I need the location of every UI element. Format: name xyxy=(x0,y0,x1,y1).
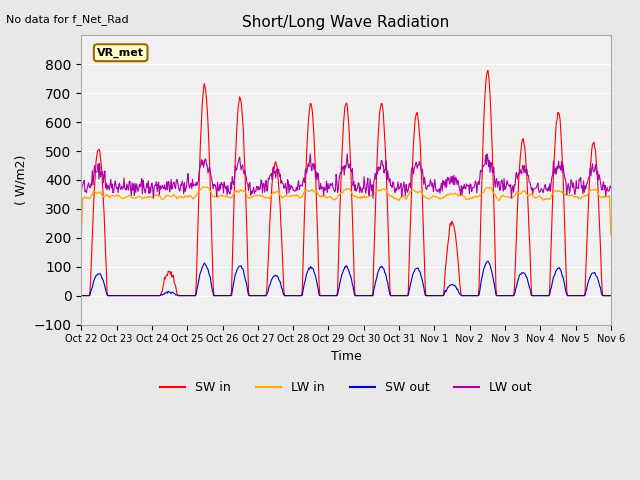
LW out xyxy=(428,180,435,185)
LW out xyxy=(77,189,85,195)
LW out xyxy=(224,182,232,188)
SW in xyxy=(195,181,203,187)
LW in xyxy=(224,194,232,200)
Y-axis label: ( W/m2): ( W/m2) xyxy=(15,155,28,205)
SW out xyxy=(410,269,418,275)
LW in xyxy=(77,235,85,241)
SW in xyxy=(484,67,492,73)
LW in xyxy=(87,194,95,200)
SW in xyxy=(410,130,418,136)
LW in xyxy=(141,194,149,200)
Line: LW in: LW in xyxy=(81,187,611,238)
SW out xyxy=(426,293,433,299)
LW out xyxy=(412,160,420,166)
Line: SW in: SW in xyxy=(81,70,611,296)
LW in xyxy=(200,184,208,190)
LW in xyxy=(427,195,435,201)
SW in xyxy=(87,271,95,277)
SW in xyxy=(141,293,149,299)
SW out xyxy=(141,293,149,299)
Title: Short/Long Wave Radiation: Short/Long Wave Radiation xyxy=(243,15,450,30)
Text: VR_met: VR_met xyxy=(97,48,144,58)
SW out xyxy=(195,276,203,282)
LW out xyxy=(307,151,314,157)
LW out xyxy=(196,165,204,170)
SW out xyxy=(607,293,614,299)
LW out xyxy=(87,181,95,187)
LW in xyxy=(195,189,203,194)
LW out xyxy=(150,195,157,201)
SW out xyxy=(484,258,492,264)
LW out xyxy=(141,190,149,196)
Text: No data for f_Net_Rad: No data for f_Net_Rad xyxy=(6,14,129,25)
SW out xyxy=(77,293,85,299)
SW out xyxy=(87,288,95,294)
X-axis label: Time: Time xyxy=(331,350,362,363)
SW in xyxy=(77,293,85,299)
Legend: SW in, LW in, SW out, LW out: SW in, LW in, SW out, LW out xyxy=(156,376,537,399)
LW in xyxy=(607,232,614,238)
SW in xyxy=(607,293,614,299)
Line: SW out: SW out xyxy=(81,261,611,296)
SW in xyxy=(223,293,231,299)
Line: LW out: LW out xyxy=(81,154,611,198)
SW in xyxy=(426,293,433,299)
SW out xyxy=(223,293,231,299)
LW out xyxy=(607,185,614,191)
LW in xyxy=(411,188,419,194)
